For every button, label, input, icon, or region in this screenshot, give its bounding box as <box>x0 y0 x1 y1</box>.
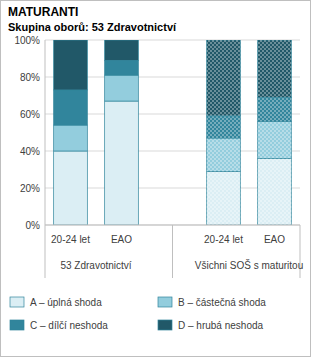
bar-segment <box>258 97 292 121</box>
y-axis <box>45 40 46 225</box>
bar-pattern <box>207 171 241 225</box>
legend-swatch <box>158 320 172 330</box>
y-tick-label: 80% <box>20 72 40 83</box>
bar-segment <box>207 171 241 225</box>
bar-segment <box>54 125 88 151</box>
bar-segment <box>105 40 139 60</box>
bars <box>54 40 292 225</box>
bar-pattern <box>258 97 292 121</box>
legend-swatch <box>10 320 24 330</box>
bar-pattern <box>207 40 241 116</box>
group-label: Všichni SOŠ s maturitou <box>195 259 303 271</box>
group-label: 53 Zdravotnictví <box>60 260 131 271</box>
bar-segment <box>54 90 88 125</box>
bar-pattern <box>207 116 241 138</box>
bar-segment <box>207 116 241 138</box>
y-tick-label: 100% <box>14 35 40 46</box>
bar-segment <box>54 40 88 90</box>
chart: MATURANTI Skupina oborů: 53 Zdravotnictví… <box>0 0 311 357</box>
legend: A – úplná shoda B – částečná shoda C – díl… <box>10 297 266 331</box>
bar-pattern <box>258 158 292 225</box>
bar-segment <box>207 138 241 171</box>
grid <box>45 40 300 225</box>
title: MATURANTI <box>8 5 78 19</box>
bar-segment <box>258 158 292 225</box>
bar-pattern <box>258 40 292 97</box>
x-tick-label: EAO <box>111 234 132 245</box>
bar-segment <box>258 121 292 158</box>
x-tick-label: 20-24 let <box>204 234 243 245</box>
legend-label: C – dílčí neshoda <box>30 320 108 331</box>
bar-pattern <box>258 121 292 158</box>
group-separator <box>172 225 173 278</box>
legend-label: A – úplná shoda <box>30 297 102 308</box>
bar-segment <box>54 151 88 225</box>
subtitle: Skupina oborů: 53 Zdravotnictví <box>8 21 177 33</box>
group-separator <box>45 225 46 278</box>
legend-swatch <box>10 297 24 307</box>
y-tick-label: 40% <box>20 146 40 157</box>
bar-segment <box>105 75 139 101</box>
frame <box>1 1 311 357</box>
legend-label: B – částečná shoda <box>178 297 266 308</box>
legend-swatch <box>158 297 172 307</box>
bar-segment <box>258 40 292 97</box>
x-tick-label: EAO <box>264 234 285 245</box>
legend-label: D – hrubá neshoda <box>178 320 264 331</box>
y-tick-label: 0% <box>26 220 41 231</box>
bar-segment <box>105 60 139 75</box>
bar-pattern <box>207 138 241 171</box>
bar-segment <box>207 40 241 116</box>
y-tick-label: 60% <box>20 109 40 120</box>
y-tick-label: 20% <box>20 183 40 194</box>
bar-segment <box>105 101 139 225</box>
x-tick-label: 20-24 let <box>51 234 90 245</box>
